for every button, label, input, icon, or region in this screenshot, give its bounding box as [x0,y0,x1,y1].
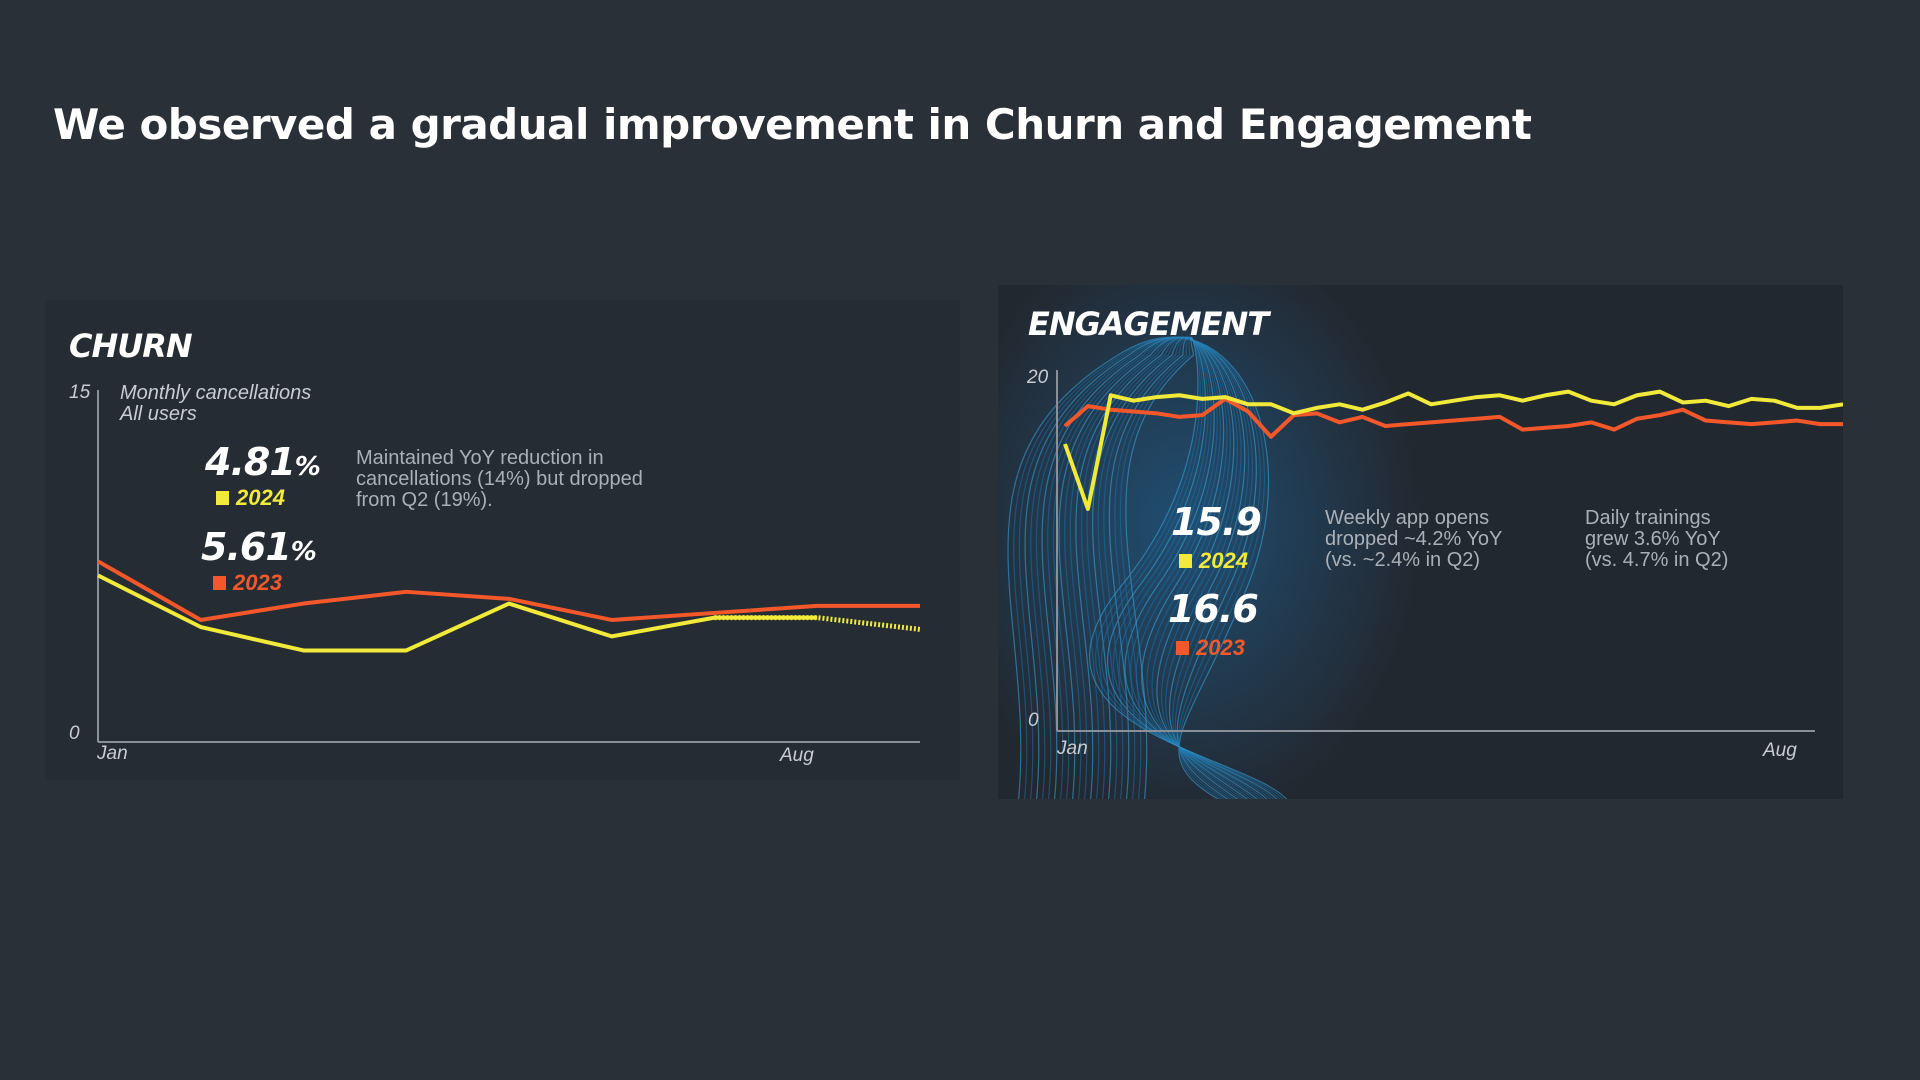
engagement-note-app-opens: Weekly app opens dropped ~4.2% YoY (vs. … [1325,508,1502,571]
churn-note-line: Maintained YoY reduction in [356,447,604,469]
engagement-ytick-max: 20 [1027,367,1049,388]
engagement-note-line: dropped ~4.2% YoY [1325,528,1503,550]
series-line-2024 [97,573,818,653]
legend-swatch-2024 [1179,554,1192,568]
engagement-legend-2024: 2024 [1179,548,1248,574]
churn-value-2024-number: 4.81 [205,440,296,484]
churn-legend-2024: 2024 [216,485,285,511]
engagement-note-line: Daily trainings [1585,507,1711,529]
decorative-wave-line [1075,336,1258,799]
churn-value-2024: 4.81% [205,440,321,484]
churn-chart [97,390,921,743]
legend-swatch-2023 [1176,641,1189,655]
engagement-note-line: Weekly app opens [1325,507,1490,529]
decorative-wave-line [1101,336,1281,799]
churn-subtitle-line: Monthly cancellations [120,382,312,404]
engagement-note-trainings: Daily trainings grew 3.6% YoY (vs. 4.7% … [1585,508,1728,571]
engagement-xtick-end: Aug [1763,740,1797,761]
decorative-wave-line [1089,336,1288,799]
engagement-value-2023-number: 16.6 [1168,587,1259,631]
engagement-xtick-start: Jan [1057,738,1088,759]
decorative-wave-line [1035,336,1250,799]
churn-legend-2024-label: 2024 [236,485,285,510]
engagement-legend-2023-label: 2023 [1196,635,1245,660]
series-line-2023 [97,559,920,622]
decorative-wave-line [1058,336,1249,799]
churn-ytick-max: 15 [69,382,91,403]
decorative-wave-line [1069,336,1255,799]
decorative-wave-line [1052,336,1245,799]
engagement-chart-panel: ENGAGEMENT 20 0 Jan Aug 15.9 2024 16.6 2… [998,285,1843,799]
engagement-note-line: (vs. ~2.4% in Q2) [1325,549,1481,571]
engagement-legend-2023: 2023 [1176,635,1245,661]
series-line-2024 [1063,389,1843,511]
series-line-2023 [1063,396,1843,439]
churn-chart-panel: CHURN 15 0 Jan Aug Monthly cancellations… [45,300,960,780]
churn-note: Maintained YoY reduction in cancellation… [356,448,643,511]
engagement-value-2024-number: 15.9 [1171,500,1262,544]
legend-swatch-2024 [216,491,229,505]
churn-legend-2023: 2023 [213,570,282,596]
churn-title: CHURN [69,327,193,365]
churn-value-2023-unit: % [290,537,317,567]
engagement-value-2023: 16.6 [1168,587,1259,631]
engagement-note-line: grew 3.6% YoY [1585,528,1721,550]
churn-note-line: from Q2 (19%). [356,489,493,511]
engagement-title: ENGAGEMENT [1028,305,1269,343]
legend-swatch-2023 [213,576,226,590]
engagement-chart [998,285,1843,799]
churn-value-2023: 5.61% [201,525,317,569]
churn-subtitle: Monthly cancellations All users [120,383,311,425]
churn-xtick-start: Jan [97,743,128,764]
decorative-wave-line [1086,336,1265,799]
churn-value-2024-unit: % [294,452,321,482]
engagement-value-2024: 15.9 [1171,500,1262,544]
churn-subtitle-line: All users [120,403,197,425]
engagement-ytick-min: 0 [1028,710,1039,731]
churn-xtick-end: Aug [780,745,814,766]
churn-legend-2023-label: 2023 [233,570,282,595]
decorative-wave-line [1080,336,1262,799]
decorative-wave-line [1092,336,1268,799]
decorative-wave-line [1095,336,1284,799]
churn-ytick-min: 0 [69,723,80,744]
engagement-note-line: (vs. 4.7% in Q2) [1585,549,1729,571]
churn-value-2023-number: 5.61 [201,525,292,569]
engagement-legend-2024-label: 2024 [1199,548,1248,573]
decorative-wave-line [1064,336,1252,799]
churn-note-line: cancellations (14%) but dropped [356,468,643,490]
slide-title: We observed a gradual improvement in Chu… [53,100,1532,149]
